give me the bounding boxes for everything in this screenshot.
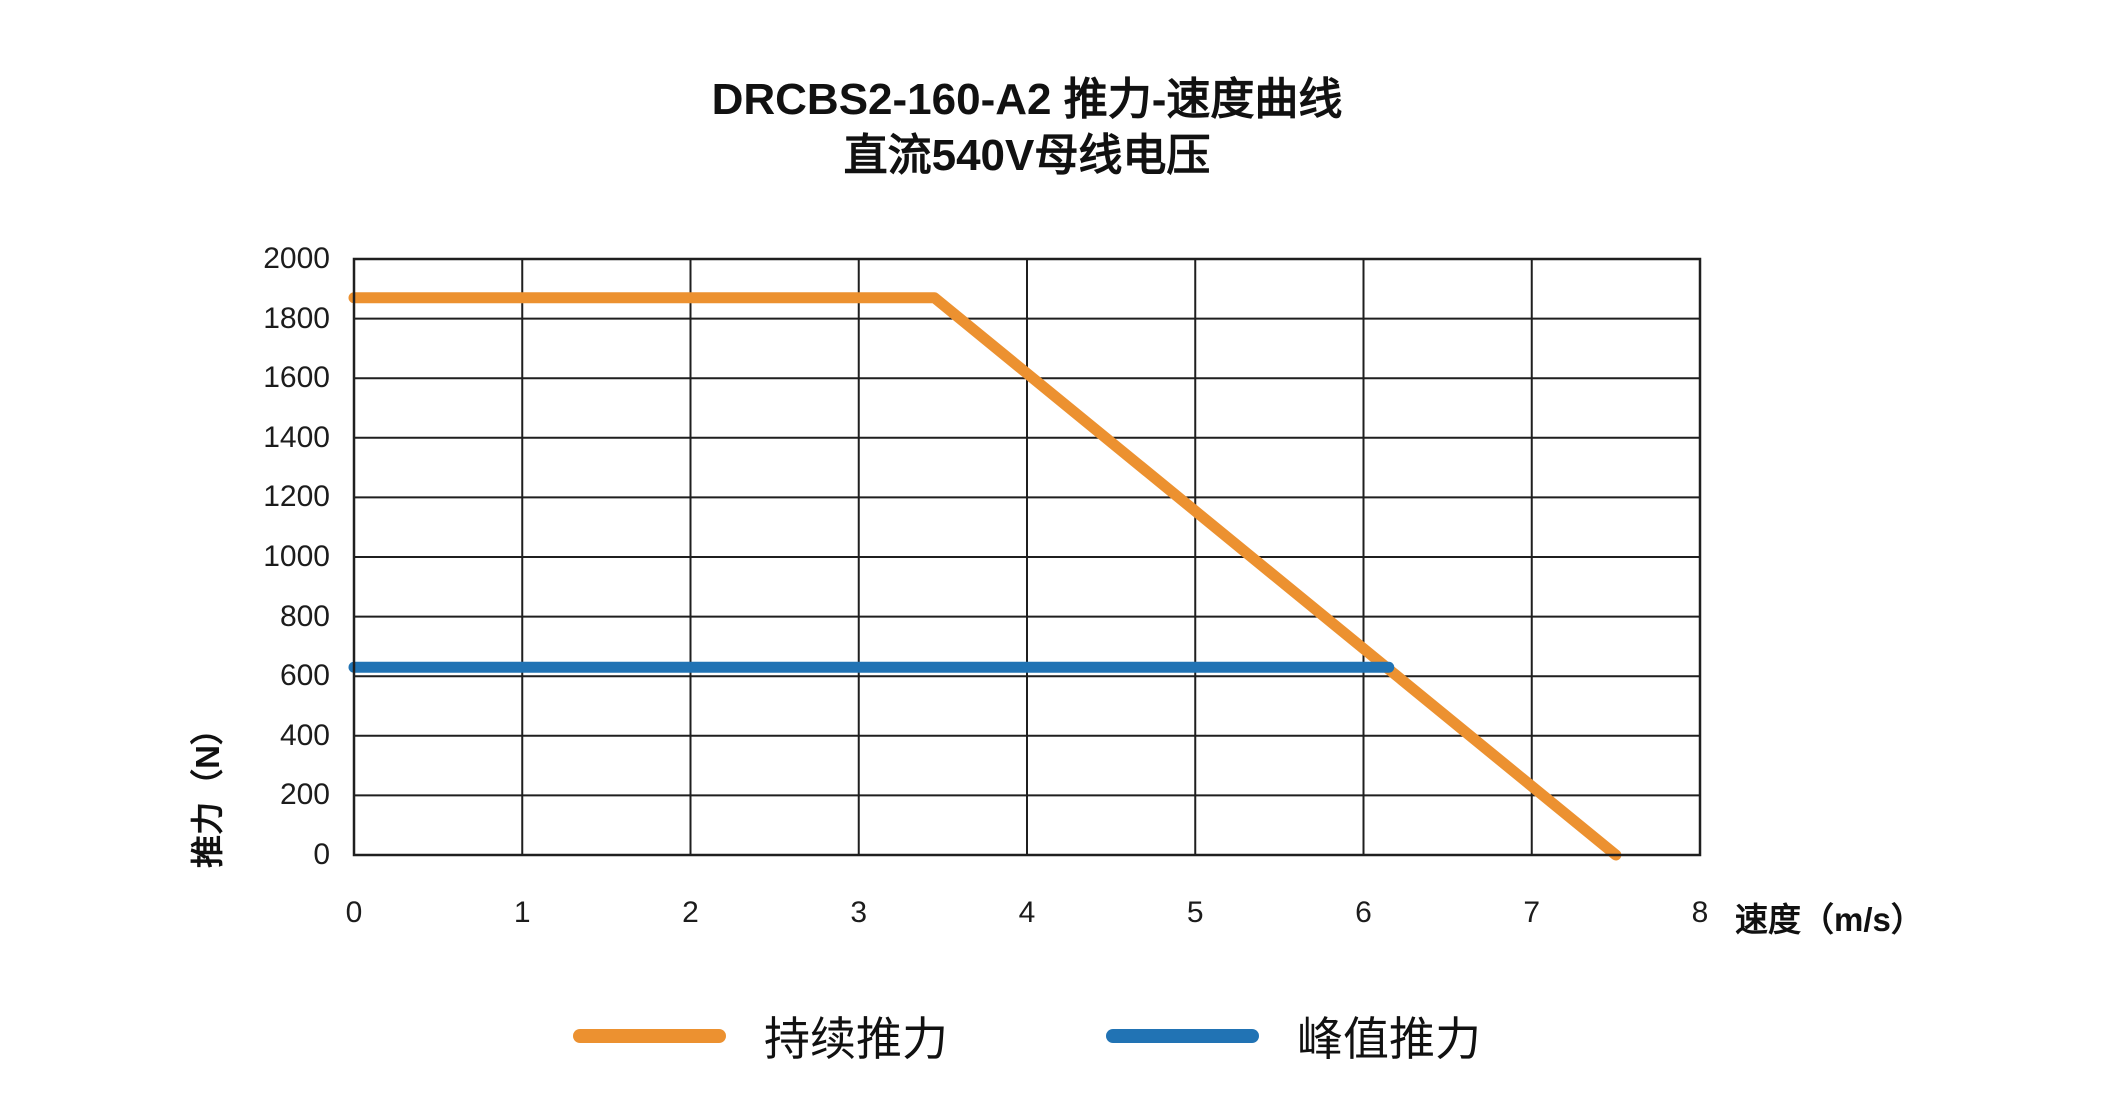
x-tick-label: 0 bbox=[345, 896, 363, 929]
y-tick-label: 1200 bbox=[263, 480, 330, 514]
x-tick-label: 1 bbox=[513, 896, 531, 929]
plot-svg bbox=[348, 257, 1702, 861]
x-tick-label: 8 bbox=[1691, 896, 1709, 929]
legend-swatch-peak-thrust bbox=[1106, 1029, 1259, 1043]
x-tick-label: 2 bbox=[682, 896, 699, 929]
y-axis-label: 推力（N） bbox=[189, 712, 226, 868]
legend-swatch-continuous-thrust bbox=[573, 1029, 726, 1043]
y-tick-label: 200 bbox=[279, 778, 330, 812]
y-tick-label: 400 bbox=[279, 718, 330, 752]
chart-title: DRCBS2-160-A2 推力-速度曲线 bbox=[711, 75, 1343, 124]
x-tick-label: 3 bbox=[850, 896, 868, 929]
x-tick-label: 6 bbox=[1355, 896, 1372, 929]
legend-item-peak-thrust: 峰值推力 bbox=[1106, 1003, 1481, 1069]
legend-item-continuous-thrust: 持续推力 bbox=[573, 1003, 948, 1069]
x-axis-label: 速度（m/s） bbox=[1735, 901, 1924, 938]
y-tick-label: 1600 bbox=[263, 361, 330, 395]
y-tick-label: 1000 bbox=[263, 540, 330, 573]
y-tick-label: 800 bbox=[279, 599, 330, 633]
series-lines bbox=[348, 292, 1622, 861]
y-tick-label: 600 bbox=[279, 659, 330, 693]
chart-subtitle: 直流540V母线电压 bbox=[843, 131, 1211, 181]
title-block: DRCBS2-160-A2 推力-速度曲线 直流540V母线电压 bbox=[354, 72, 1700, 185]
x-tick-label: 7 bbox=[1523, 896, 1541, 929]
y-tick-label: 2000 bbox=[263, 242, 330, 275]
plot-area bbox=[348, 257, 1702, 861]
legend-label-peak-thrust: 峰值推力 bbox=[1297, 1013, 1481, 1065]
y-tick-label: 0 bbox=[313, 838, 330, 871]
legend-label-continuous-thrust: 持续推力 bbox=[764, 1013, 948, 1065]
legend: 持续推力 峰值推力 bbox=[354, 996, 1700, 1076]
y-tick-label: 1800 bbox=[263, 301, 330, 335]
series-line-continuous-thrust bbox=[348, 292, 1622, 861]
x-tick-label: 5 bbox=[1186, 896, 1204, 929]
x-tick-label: 4 bbox=[1018, 896, 1036, 929]
plot-border bbox=[352, 257, 1702, 857]
y-tick-label: 1400 bbox=[263, 420, 330, 454]
